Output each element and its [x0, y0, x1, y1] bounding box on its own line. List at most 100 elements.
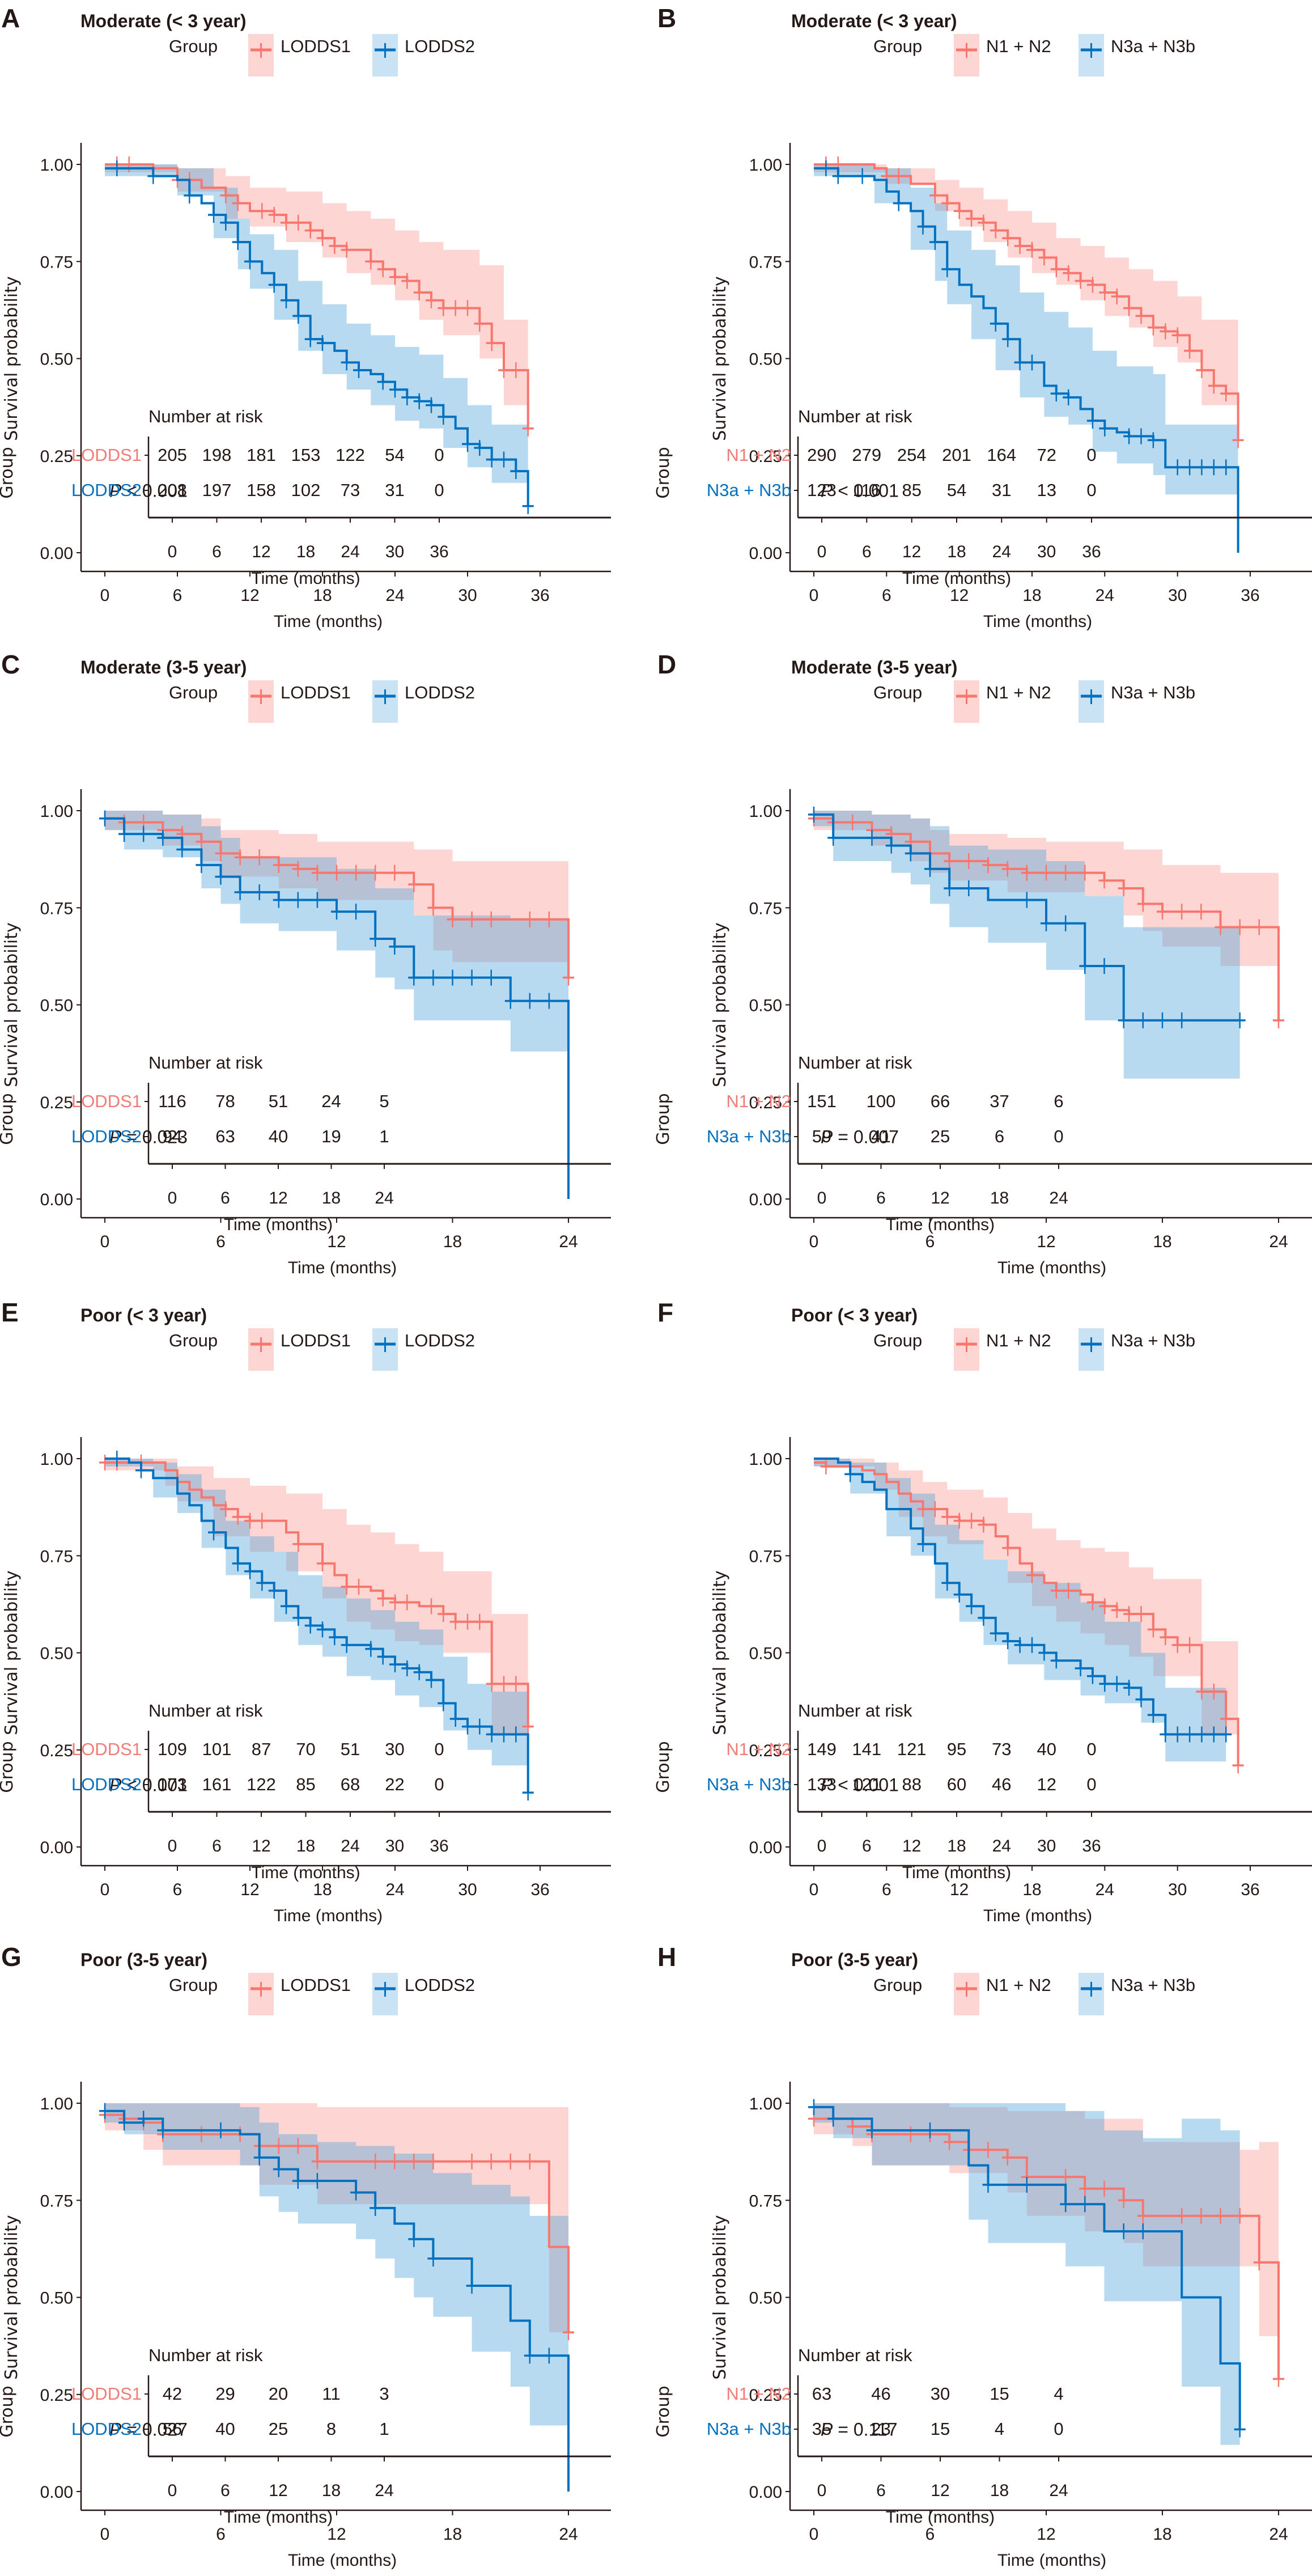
- x-tick-label: 12: [950, 1880, 969, 1899]
- p-value-label: P = 0.007: [821, 1126, 899, 1147]
- legend-key-group1: [248, 1328, 274, 1371]
- risk-count: 31: [385, 480, 404, 500]
- x-tick-label: 18: [1022, 1880, 1041, 1899]
- risk-x-tick-label: 12: [252, 1837, 270, 1855]
- risk-count: 181: [247, 445, 276, 465]
- risk-count: 0: [434, 1739, 444, 1759]
- km-plot-svg: B Moderate (< 3 year) Group N1 + N2 N3a + N3…: [653, 3, 1312, 631]
- x-tick-label: 0: [809, 586, 819, 605]
- risk-x-tick-label: 12: [252, 543, 270, 561]
- panel-f: F Poor (< 3 year) Group N1 + N2 N3a + N3b 0.0…: [653, 1294, 1312, 1931]
- censor-marks-2: [808, 806, 1246, 1028]
- x-tick-label: 0: [100, 586, 110, 605]
- risk-x-tick-label: 24: [341, 1837, 359, 1855]
- y-axis-title: Survival probability: [2, 1570, 22, 1735]
- risk-count: 0: [1086, 480, 1096, 500]
- ci-ribbon-2: [105, 1459, 528, 1766]
- y-tick-label: 0.75: [749, 899, 782, 918]
- y-tick-label: 0.00: [40, 2483, 73, 2502]
- x-tick-label: 18: [443, 2525, 462, 2544]
- risk-x-tick-label: 24: [1049, 1189, 1068, 1208]
- legend-key-group2: [1079, 680, 1104, 723]
- risk-x-tick-label: 18: [322, 2481, 341, 2500]
- risk-count: 279: [852, 445, 881, 465]
- y-tick-label: 0.75: [749, 253, 782, 272]
- x-tick-label: 18: [1153, 2525, 1171, 2544]
- risk-count: 85: [902, 480, 921, 500]
- x-tick-label: 12: [327, 2525, 346, 2544]
- risk-count: 290: [807, 445, 837, 465]
- x-axis-title: Time (months): [274, 1906, 383, 1925]
- y-tick-label: 1.00: [40, 156, 73, 175]
- p-value-text: < 0.001: [833, 1774, 899, 1795]
- risk-x-tick-label: 6: [220, 1189, 230, 1208]
- x-tick-label: 0: [100, 1880, 110, 1899]
- p-value-label: P < 0.001: [821, 480, 899, 501]
- risk-count: 20: [269, 2384, 288, 2404]
- y-tick-label: 0.75: [40, 253, 73, 272]
- x-tick-label: 24: [1269, 1232, 1288, 1251]
- p-symbol: P: [821, 1774, 833, 1795]
- risk-count: 3: [379, 2384, 389, 2404]
- censor-marks-2: [99, 810, 555, 1009]
- x-tick-label: 6: [882, 1880, 891, 1899]
- risk-x-axis-title: Time (months): [886, 1215, 995, 1234]
- risk-x-tick-label: 18: [296, 1837, 315, 1855]
- risk-x-tick-label: 12: [931, 1189, 949, 1208]
- ci-ribbon-2: [814, 164, 1238, 495]
- x-tick-label: 30: [458, 586, 477, 605]
- risk-count: 12: [1037, 1774, 1056, 1794]
- legend-key-group2: [372, 1973, 398, 2015]
- risk-count: 51: [269, 1091, 288, 1111]
- risk-row-label: LODDS2: [71, 2419, 142, 2439]
- risk-count: 40: [269, 1126, 288, 1146]
- censor-marks-1: [808, 810, 1284, 1028]
- y-tick-label: 1.00: [749, 156, 782, 175]
- risk-x-tick-label: 6: [862, 1837, 872, 1855]
- p-value-text: = 0.117: [833, 2419, 897, 2439]
- risk-count: 123: [807, 480, 837, 500]
- risk-group-axis-title: Group: [653, 447, 673, 498]
- panel-a: A Moderate (< 3 year) Group LODDS1 LODDS2 0.0…: [0, 0, 656, 637]
- x-tick-label: 18: [443, 1232, 462, 1251]
- risk-count: 151: [807, 1091, 837, 1111]
- risk-count: 0: [434, 480, 444, 500]
- x-tick-label: 18: [1153, 1232, 1171, 1251]
- risk-count: 66: [931, 1091, 950, 1111]
- legend-label-group2: N3a + N3b: [1111, 1975, 1195, 1995]
- risk-count: 73: [341, 480, 360, 500]
- y-tick-label: 1.00: [40, 802, 73, 821]
- risk-count: 46: [992, 1774, 1011, 1794]
- risk-group-axis-title: Group: [0, 447, 17, 498]
- ci-ribbon-2: [814, 2103, 1240, 2445]
- km-curve-1: [814, 2117, 1280, 2379]
- x-tick-label: 12: [1037, 2525, 1055, 2544]
- x-axis-title: Time (months): [274, 612, 383, 631]
- x-tick-label: 24: [385, 1880, 404, 1899]
- risk-count: 30: [385, 1739, 404, 1759]
- risk-x-tick-label: 36: [1082, 1837, 1101, 1855]
- x-tick-label: 0: [809, 1880, 819, 1899]
- panel-d: D Moderate (3-5 year) Group N1 + N2 N3a + N3…: [653, 646, 1312, 1283]
- panel-letter: F: [657, 1298, 673, 1327]
- x-tick-label: 24: [559, 2525, 578, 2544]
- risk-count: 101: [202, 1739, 232, 1759]
- km-curve-1: [105, 1461, 529, 1727]
- risk-x-tick-label: 12: [269, 2481, 287, 2500]
- x-tick-label: 6: [173, 1880, 182, 1899]
- legend-label-group2: LODDS2: [405, 683, 475, 702]
- ci-ribbon-1: [814, 164, 1238, 425]
- p-value-label: P < 0.001: [109, 480, 188, 501]
- risk-count: 197: [202, 480, 232, 500]
- risk-count: 205: [158, 445, 187, 465]
- risk-count: 73: [992, 1739, 1011, 1759]
- y-tick-label: 0.50: [40, 1645, 73, 1663]
- risk-count: 87: [252, 1739, 271, 1759]
- risk-x-tick-label: 30: [385, 543, 404, 561]
- risk-x-tick-label: 6: [212, 1837, 222, 1855]
- risk-x-tick-label: 36: [1082, 543, 1101, 561]
- risk-count: 133: [807, 1774, 837, 1794]
- p-value-text: < 0.001: [121, 480, 188, 501]
- risk-count: 37: [990, 1091, 1009, 1111]
- x-tick-label: 18: [313, 586, 332, 605]
